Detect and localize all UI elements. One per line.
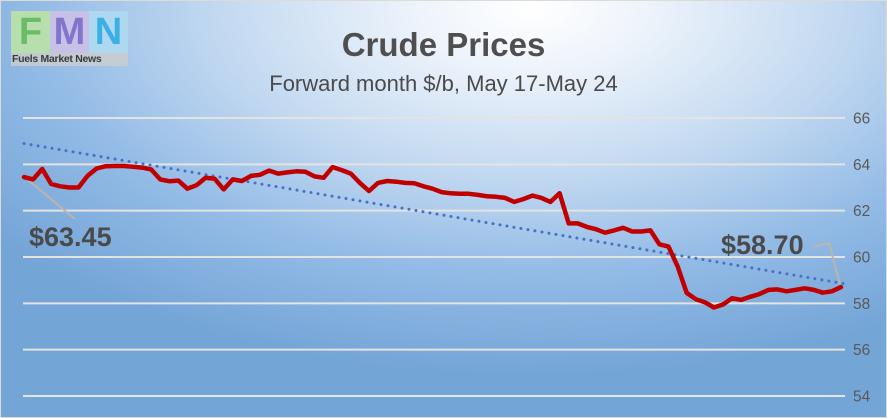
y-axis-label: 66	[853, 111, 870, 128]
y-axis-label: 64	[853, 157, 871, 174]
fmn-logo: F M N Fuels Market News	[11, 11, 128, 66]
annotation-start-price: $63.45	[29, 222, 112, 252]
logo-letter-m: M	[50, 11, 89, 53]
y-axis-label: 62	[853, 203, 870, 220]
logo-letter-n: N	[89, 11, 128, 53]
y-axis-label: 54	[853, 389, 871, 406]
chart-title: Crude Prices	[341, 26, 546, 63]
logo-caption: Fuels Market News	[11, 53, 128, 66]
annotation-end-price: $58.70	[721, 230, 804, 260]
y-axis-label: 60	[853, 250, 871, 267]
y-axis-label: 58	[853, 296, 870, 313]
y-axis-label: 56	[853, 342, 870, 359]
leader-line-end	[812, 241, 841, 285]
leader-line-start	[26, 178, 76, 220]
price-line	[21, 163, 844, 310]
logo-letter-f: F	[11, 11, 50, 53]
chart-subtitle: Forward month $/b, May 17-May 24	[269, 71, 618, 96]
fmn-logo-letters: F M N	[11, 11, 128, 53]
